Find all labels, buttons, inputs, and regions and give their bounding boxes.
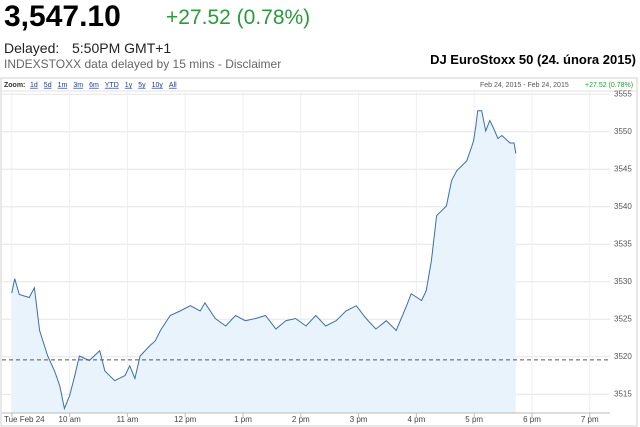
y-tick-label: 3525	[614, 314, 632, 323]
zoom-option[interactable]: 6m	[89, 82, 99, 89]
x-tick-label: 12 pm	[174, 415, 197, 424]
delayed-label: Delayed:	[4, 40, 60, 56]
y-tick-label: 3515	[614, 389, 632, 398]
x-tick-label: 6 pm	[523, 415, 541, 424]
zoom-range: Feb 24, 2015 - Feb 24, 2015	[480, 82, 569, 89]
x-tick-label: 3 pm	[350, 415, 368, 424]
x-tick-label: 5 pm	[465, 415, 483, 424]
chart-title: DJ EuroStoxx 50 (24. února 2015)	[430, 52, 636, 67]
zoom-option[interactable]: 1m	[58, 82, 68, 89]
zoom-change: +27.52 (0.78%)	[585, 82, 633, 89]
x-tick-label: 11 am	[117, 415, 139, 424]
x-tick-label: 10 am	[59, 415, 82, 424]
chart-frame	[0, 77, 638, 427]
y-tick-label: 3555	[614, 89, 632, 98]
x-tick-label: 2 pm	[292, 415, 310, 424]
y-tick-label: 3540	[614, 202, 632, 211]
zoom-option[interactable]: 5d	[44, 82, 52, 89]
zoom-option[interactable]: 1d	[30, 82, 38, 89]
zoom-option[interactable]: 1y	[125, 82, 133, 89]
zoom-option[interactable]: 5y	[138, 82, 146, 89]
price-change: +27.52 (0.78%)	[166, 6, 311, 29]
y-tick-label: 3530	[614, 277, 632, 286]
x-tick-label: 4 pm	[407, 415, 425, 424]
zoom-label: Zoom:	[4, 82, 25, 89]
y-tick-label: 3550	[614, 127, 632, 136]
y-tick-label: 3520	[614, 352, 632, 361]
zoom-option[interactable]: YTD	[105, 82, 119, 89]
y-tick-label: 3545	[614, 164, 632, 173]
x-tick-label: 1 pm	[234, 415, 252, 424]
area	[11, 110, 516, 413]
zoom-option[interactable]: 3m	[73, 82, 83, 89]
zoom-option[interactable]: All	[169, 82, 177, 89]
source-note: INDEXSTOXX data delayed by 15 mins - Dis…	[4, 57, 282, 71]
delayed-time: 5:50PM GMT+1	[72, 40, 172, 56]
price: 3,547.10	[4, 0, 121, 33]
x-tick-label: 7 pm	[581, 415, 599, 424]
y-tick-label: 3535	[614, 239, 632, 248]
x-tick-label: Tue Feb 24	[4, 415, 45, 424]
line	[11, 110, 517, 411]
zoom-option[interactable]: 10y	[152, 82, 164, 89]
